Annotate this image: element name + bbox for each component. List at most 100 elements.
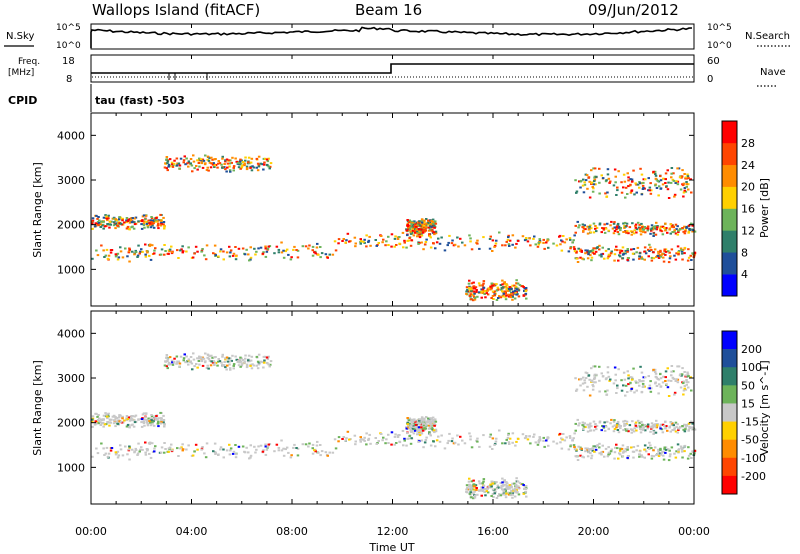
echo-cell <box>670 226 674 228</box>
echo-cell <box>164 162 167 165</box>
echo-cell <box>658 425 662 428</box>
echo-cell <box>407 426 410 429</box>
freq-tick-bottom: 8 <box>66 74 72 85</box>
echo-cell <box>99 226 102 228</box>
echo-cell <box>451 437 454 440</box>
echo-cell <box>624 230 627 233</box>
echo-cell <box>673 391 677 394</box>
echo-cell <box>94 222 97 225</box>
echo-cell <box>681 425 684 427</box>
echo-cell <box>434 420 438 423</box>
echo-cell <box>117 256 121 259</box>
echo-cell <box>96 452 100 455</box>
echo-cell <box>106 223 109 225</box>
echo-cell <box>249 364 252 367</box>
echo-cell <box>491 488 495 491</box>
echo-cell <box>560 447 564 450</box>
echo-cell <box>593 176 596 179</box>
echo-cell <box>151 224 154 227</box>
echo-cell <box>165 365 168 368</box>
echo-cell <box>285 248 289 251</box>
echo-cell <box>121 415 124 418</box>
echo-cell <box>187 363 190 366</box>
echo-cell <box>262 366 265 369</box>
echo-cell <box>418 419 421 422</box>
echo-cell <box>497 495 500 497</box>
echo-cell <box>95 447 98 450</box>
echo-cell <box>422 248 425 251</box>
echo-cell <box>677 429 680 431</box>
echo-cell <box>127 250 131 253</box>
echo-cell <box>606 173 610 176</box>
echo-cell <box>680 250 684 253</box>
echo-cell <box>643 456 646 459</box>
echo-cell <box>505 288 508 291</box>
echo-cell <box>595 445 599 447</box>
echo-cell <box>200 448 203 451</box>
echo-cell <box>408 422 411 425</box>
echo-cell <box>524 292 528 295</box>
power-colorbar-label: Power [dB] <box>758 178 771 238</box>
echo-cell <box>528 435 531 438</box>
echo-cell <box>151 442 154 445</box>
echo-cell <box>465 490 468 493</box>
echo-cell <box>319 444 322 446</box>
echo-cell <box>666 188 670 191</box>
echo-cell <box>408 435 411 437</box>
echo-cell <box>382 436 385 439</box>
echo-cell <box>490 495 493 497</box>
echo-cell <box>497 297 500 299</box>
echo-cell <box>228 367 232 370</box>
echo-cell <box>537 241 540 244</box>
echo-cell <box>476 437 479 440</box>
echo-cell <box>251 363 254 366</box>
echo-cell <box>613 168 617 171</box>
echo-cell <box>595 373 598 376</box>
colorbar-swatch <box>722 121 737 144</box>
echo-cell <box>649 192 653 195</box>
echo-cell <box>589 224 592 227</box>
echo-cell <box>638 252 642 255</box>
echo-cell <box>691 450 694 453</box>
echo-cell <box>542 238 545 241</box>
echo-cell <box>649 380 652 383</box>
colorbar-swatch <box>722 252 737 275</box>
echo-cell <box>654 371 657 373</box>
echo-cell <box>495 481 498 484</box>
nave-tick-bottom: 0 <box>707 74 713 85</box>
echo-cell <box>601 252 605 255</box>
echo-cell <box>620 181 623 184</box>
echo-cell <box>413 230 416 233</box>
echo-cell <box>642 385 645 387</box>
echo-cell <box>607 255 610 258</box>
echo-cell <box>635 426 639 429</box>
echo-cell <box>411 223 415 226</box>
echo-cell <box>148 244 151 247</box>
echo-cell <box>506 289 509 292</box>
echo-cell <box>470 446 474 449</box>
echo-cell <box>619 227 622 229</box>
echo-cell <box>411 230 415 232</box>
echo-cell <box>514 246 517 249</box>
echo-cell <box>205 244 209 247</box>
echo-cell <box>144 214 148 217</box>
echo-cell <box>677 365 681 368</box>
echo-cell <box>646 227 650 230</box>
echo-cell <box>687 454 691 457</box>
echo-cell <box>204 154 207 157</box>
echo-cell <box>224 357 227 360</box>
echo-cell <box>491 239 495 242</box>
echo-cell <box>573 234 576 237</box>
echo-cell <box>482 280 486 283</box>
echo-cell <box>192 160 196 163</box>
echo-cell <box>675 180 678 183</box>
echo-cell <box>629 389 633 392</box>
echo-cell <box>154 445 157 448</box>
echo-cell <box>606 222 609 225</box>
echo-cell <box>380 433 383 435</box>
echo-cell <box>237 445 241 448</box>
echo-cell <box>178 365 181 368</box>
echo-cell <box>476 493 479 496</box>
echo-cell <box>394 433 397 436</box>
